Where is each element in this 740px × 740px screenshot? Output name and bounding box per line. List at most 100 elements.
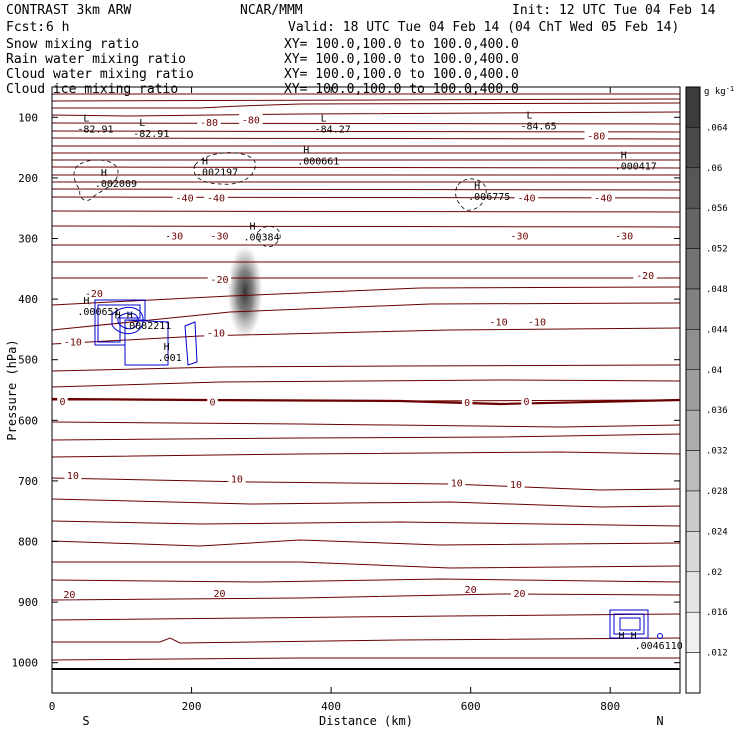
contour-line xyxy=(52,225,680,228)
overlap-label: .0082211 xyxy=(123,321,171,332)
contour-label: -20 xyxy=(636,271,654,282)
colorbar-swatch xyxy=(685,207,701,249)
contour-label-bg xyxy=(514,191,539,203)
y-tick-label: 500 xyxy=(18,354,38,367)
contour-label: -80 xyxy=(587,131,605,142)
colorbar-swatch xyxy=(685,611,701,653)
extremum-value: .000417 xyxy=(615,162,657,173)
colorbar-swatch xyxy=(685,490,701,532)
y-tick-label: 700 xyxy=(18,475,38,488)
contour-label-bg xyxy=(60,588,78,600)
contour-line xyxy=(52,421,680,428)
contour-label-bg xyxy=(82,287,106,299)
colorbar-level: .036 xyxy=(706,406,728,416)
y-tick-label: 900 xyxy=(18,596,38,609)
contour-label: -10 xyxy=(64,338,82,349)
field-name: Cloud water mixing ratio xyxy=(6,67,194,82)
colorbar-level: .06 xyxy=(706,164,722,174)
contour-label: 10 xyxy=(510,480,522,491)
contour-label: -80 xyxy=(200,118,218,129)
cloud-water-contour xyxy=(97,304,141,343)
header: CONTRAST 3km ARW NCAR/MMM Init: 12 UTC T… xyxy=(6,3,716,35)
contour-line xyxy=(52,561,680,569)
colorbar-swatch xyxy=(685,329,701,371)
contour-line xyxy=(52,210,680,213)
y-tick-label: 600 xyxy=(18,414,38,427)
cloud-water-contour xyxy=(124,319,169,366)
contour-line xyxy=(52,98,680,102)
contour-label: -40 xyxy=(594,193,612,204)
extremum-value: -84.27 xyxy=(315,125,351,136)
cloud-ice-contour xyxy=(455,178,487,211)
x-tick-label: 800 xyxy=(600,700,620,713)
extremum-marker: H xyxy=(101,168,107,179)
field-name: Snow mixing ratio xyxy=(6,37,139,52)
contour-label-bg xyxy=(633,268,657,280)
contour-line xyxy=(52,520,680,527)
extremum-marker: H xyxy=(303,146,309,157)
y-tick-label: 800 xyxy=(18,536,38,549)
contour-label: -40 xyxy=(176,193,194,204)
y-tick-label: 100 xyxy=(18,111,38,124)
fcst-value: 6 h xyxy=(46,20,69,35)
contour-label-bg xyxy=(172,191,197,203)
colorbar-level: .048 xyxy=(706,285,728,295)
x-start-label: S xyxy=(82,714,89,728)
valid-time: Valid: 18 UTC Tue 04 Feb 14 (04 ChT Wed … xyxy=(288,20,679,35)
contour-line xyxy=(52,196,680,199)
fcst-label: Fcst: xyxy=(6,20,45,35)
cloud-ice-contours xyxy=(73,152,487,248)
contour-label: 10 xyxy=(231,474,243,485)
extremum-value: .000661 xyxy=(297,157,339,168)
extremum-marker: L xyxy=(321,114,327,125)
contour-line xyxy=(52,637,680,644)
colorbar-level: .024 xyxy=(706,527,728,537)
field-xy: XY= 100.0,100.0 to 100.0,400.0 xyxy=(284,67,519,82)
field-name: Rain water mixing ratio xyxy=(6,52,186,67)
extremum-marker: H xyxy=(202,157,208,168)
colorbar-units: g kg-1 xyxy=(704,85,734,97)
colorbar-swatch xyxy=(685,127,701,169)
center-title: NCAR/MMM xyxy=(240,3,303,18)
extremum-value: -84.65 xyxy=(520,122,556,133)
contour-line xyxy=(52,166,680,169)
contour-label: 20 xyxy=(513,589,525,600)
contour-label: -10 xyxy=(207,328,225,339)
extremum-value: -82.91 xyxy=(77,125,113,136)
colorbar-level: .016 xyxy=(706,608,728,618)
extremum-marker: H xyxy=(164,342,170,353)
init-time: Init: 12 UTC Tue 04 Feb 14 xyxy=(512,3,716,18)
y-axis-title: Pressure (hPa) xyxy=(5,339,19,440)
contour-line xyxy=(52,578,680,583)
colorbar-swatch xyxy=(685,167,701,209)
contour-label: -40 xyxy=(517,193,535,204)
contour-labels: -80 -80 -80 -40 -40 -40 -40 -30 -30 -30 -30 -20 -20 -… xyxy=(57,113,657,601)
contour-line xyxy=(52,379,680,388)
contour-line xyxy=(52,613,680,621)
contour-label-bg xyxy=(204,326,228,338)
contour-label: 10 xyxy=(451,479,463,490)
freezing-level-contour xyxy=(52,397,680,406)
x-tick-label: 400 xyxy=(321,700,341,713)
x-end-label: N xyxy=(656,714,663,728)
contour-label-bg xyxy=(507,229,532,241)
contour-label: 0 xyxy=(59,397,65,408)
extremum-value: -82.91 xyxy=(133,129,169,140)
colorbar-units-text: g kg xyxy=(704,87,726,97)
contour-line xyxy=(52,130,680,133)
overlap-label: H H xyxy=(115,310,133,321)
contour-label-bg xyxy=(61,335,85,347)
contour-label: -20 xyxy=(85,289,103,300)
colorbar-swatch xyxy=(685,531,701,573)
contour-label-bg xyxy=(207,273,232,285)
cloud-ice-contour xyxy=(256,225,281,248)
y-tick-label: 1000 xyxy=(12,657,39,670)
y-tick-label: 200 xyxy=(18,172,38,185)
contour-label-bg xyxy=(612,229,636,241)
contour-label-bg xyxy=(162,229,186,241)
cloud-water-contours xyxy=(94,299,663,639)
extremum-value: .006775 xyxy=(468,192,510,203)
cloud-water-contour xyxy=(111,306,144,335)
contour-label-bg xyxy=(521,394,532,406)
